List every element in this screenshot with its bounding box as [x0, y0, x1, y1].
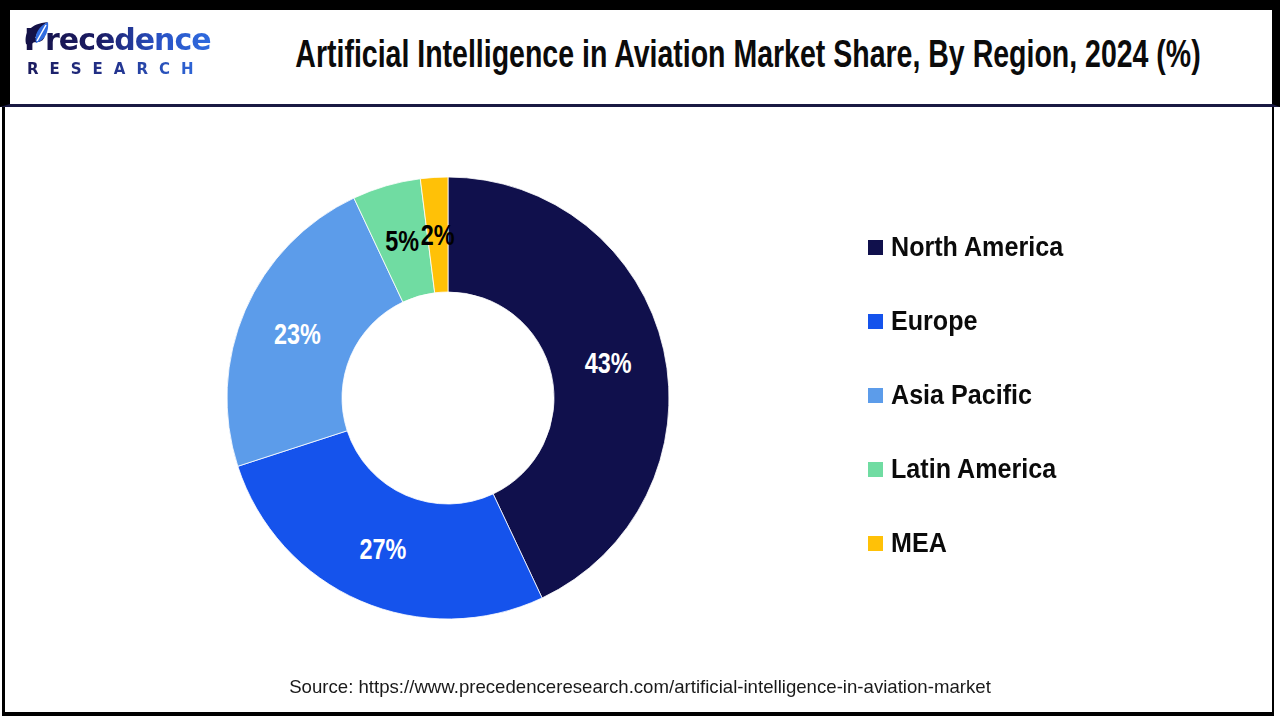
- footer: Source: https://www.precedenceresearch.c…: [0, 676, 1280, 698]
- logo-leaf-icon: [22, 14, 62, 54]
- legend-label-north-america: North America: [891, 232, 1063, 263]
- source-text: Source: https://www.precedenceresearch.c…: [289, 676, 991, 698]
- slice-label-asia-pacific: 23%: [274, 317, 321, 350]
- logo-subtitle: RESEARCH: [27, 60, 205, 78]
- slice-label-europe: 27%: [359, 533, 406, 566]
- page: Precedence RESEARCH Artificial Intellige…: [0, 0, 1280, 720]
- frame-right: [1272, 107, 1274, 712]
- chart-title: Artificial Intelligence in Aviation Mark…: [295, 33, 1200, 75]
- legend-label-latin-america: Latin America: [891, 454, 1056, 485]
- legend-item-europe: Europe: [868, 306, 1076, 336]
- legend-item-mea: MEA: [868, 528, 1076, 558]
- legend-label-mea: MEA: [891, 528, 947, 559]
- legend-swatch-north-america: [868, 240, 883, 255]
- legend-item-latin-america: Latin America: [868, 454, 1076, 484]
- frame-left: [2, 107, 5, 712]
- slice-label-north-america: 43%: [585, 346, 632, 379]
- legend-label-europe: Europe: [891, 306, 978, 337]
- donut-slice-europe: [238, 431, 542, 619]
- frame-bottom: [2, 712, 1274, 716]
- legend-swatch-latin-america: [868, 462, 883, 477]
- legend-item-asia-pacific: Asia Pacific: [868, 380, 1076, 410]
- slice-label-mea: 2%: [421, 218, 455, 251]
- legend-label-asia-pacific: Asia Pacific: [891, 380, 1032, 411]
- legend-swatch-europe: [868, 314, 883, 329]
- donut-chart: 43% 27% 23% 5%2%: [225, 175, 671, 621]
- legend: North America Europe Asia Pacific Latin Ame…: [868, 232, 1076, 558]
- legend-swatch-asia-pacific: [868, 388, 883, 403]
- legend-swatch-mea: [868, 536, 883, 551]
- slice-label-latin-america: 5%: [385, 225, 419, 258]
- legend-item-north-america: North America: [868, 232, 1076, 262]
- precedence-research-logo: Precedence RESEARCH: [24, 24, 224, 88]
